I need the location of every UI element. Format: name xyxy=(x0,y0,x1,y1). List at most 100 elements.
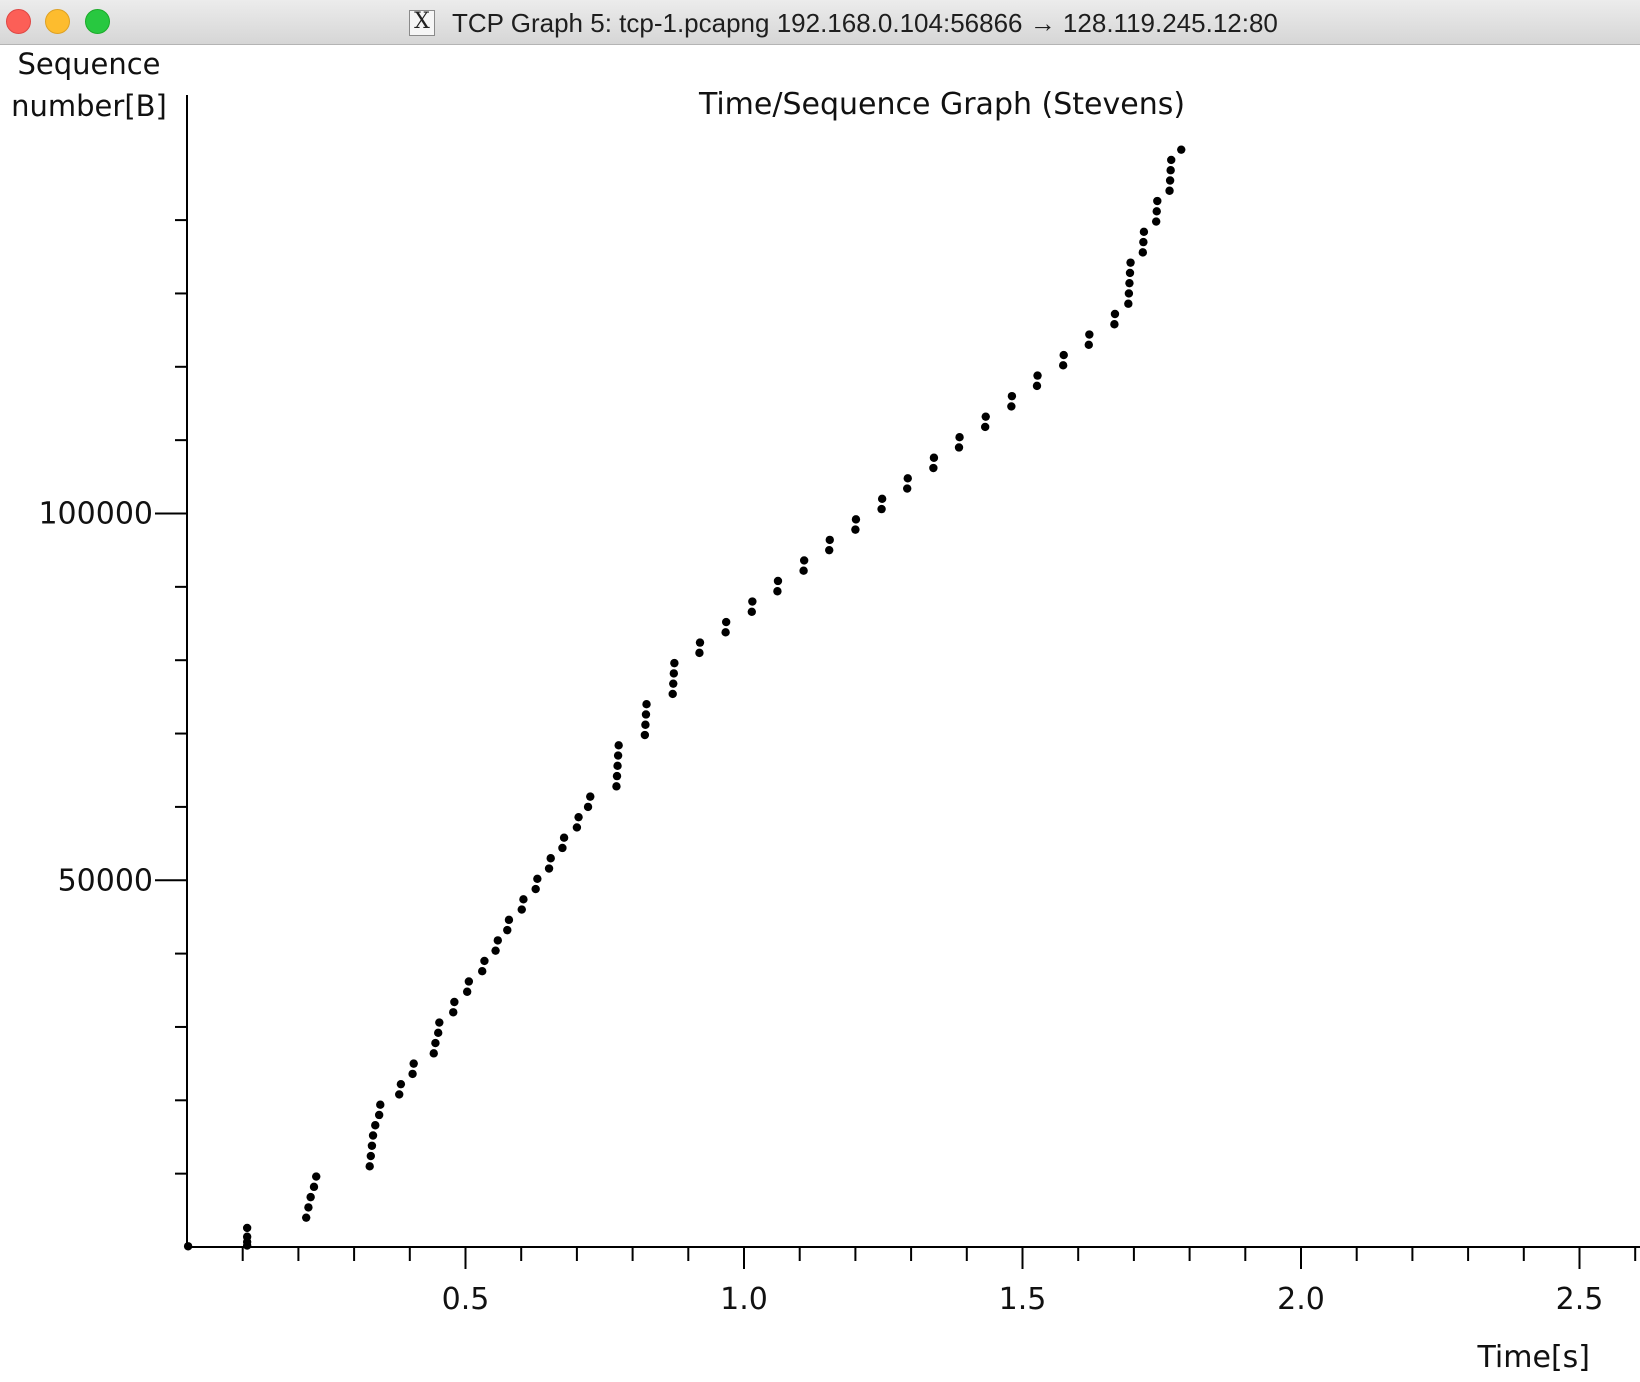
data-point xyxy=(825,545,834,555)
data-point xyxy=(559,833,569,842)
data-point xyxy=(429,1049,438,1058)
data-point xyxy=(431,1038,440,1048)
data-point xyxy=(586,792,595,801)
data-point xyxy=(531,884,540,894)
data-point xyxy=(309,1182,319,1192)
data-point xyxy=(670,658,679,668)
data-point xyxy=(365,1162,374,1171)
data-point xyxy=(929,453,939,462)
data-point xyxy=(480,956,489,966)
data-point xyxy=(1139,237,1148,247)
data-point xyxy=(493,936,503,945)
data-point xyxy=(408,1069,417,1079)
data-point xyxy=(903,474,912,483)
x-tick-label: 1.0 xyxy=(720,1282,768,1317)
data-point xyxy=(877,504,886,514)
y-tick-label: 50000 xyxy=(58,863,153,898)
data-points xyxy=(183,145,1186,1251)
data-point xyxy=(1153,196,1162,206)
data-point xyxy=(851,525,860,534)
data-point xyxy=(1177,145,1186,154)
data-point xyxy=(395,1090,404,1099)
data-point xyxy=(1165,186,1174,195)
data-point xyxy=(546,854,555,863)
data-point xyxy=(612,771,622,781)
x-tick-label: 1.5 xyxy=(999,1282,1047,1317)
x-tick-label: 0.5 xyxy=(442,1282,490,1317)
y-tick-label: 100000 xyxy=(38,497,153,532)
data-point xyxy=(980,422,990,432)
data-point xyxy=(301,1213,311,1222)
data-point xyxy=(371,1121,380,1130)
data-point xyxy=(1138,248,1148,257)
data-point xyxy=(558,843,567,853)
time-sequence-chart[interactable]: Time/Sequence Graph (Stevens) Sequence n… xyxy=(0,45,1640,1378)
data-point xyxy=(450,997,459,1007)
zoom-window-button[interactable] xyxy=(85,9,110,34)
data-point xyxy=(1166,166,1175,175)
data-point xyxy=(1007,402,1016,411)
data-point xyxy=(825,535,834,545)
data-point xyxy=(449,1008,458,1017)
data-point xyxy=(396,1079,406,1089)
data-point xyxy=(1139,227,1149,237)
data-point xyxy=(1124,289,1134,298)
data-point xyxy=(929,463,938,473)
data-point xyxy=(517,905,526,914)
data-point xyxy=(367,1141,377,1150)
data-point xyxy=(614,741,623,750)
data-point xyxy=(903,484,912,493)
x11-icon: X xyxy=(409,10,435,36)
x-tick-label: 2.0 xyxy=(1277,1282,1325,1317)
data-point xyxy=(1124,299,1133,308)
data-point xyxy=(464,977,474,986)
data-point xyxy=(721,617,731,627)
data-point xyxy=(1126,258,1135,267)
data-point xyxy=(695,648,704,658)
data-point xyxy=(1032,381,1042,391)
data-point xyxy=(1084,340,1093,349)
data-point xyxy=(462,987,472,996)
data-point xyxy=(491,946,500,955)
data-point xyxy=(668,689,677,699)
window-title: TCP Graph 5: tcp-1.pcapng 192.168.0.104:… xyxy=(452,8,1278,38)
data-point xyxy=(642,700,651,709)
data-point xyxy=(183,1242,193,1251)
data-point xyxy=(773,587,782,596)
data-point xyxy=(877,494,887,504)
data-point xyxy=(669,669,679,678)
data-point xyxy=(1085,330,1094,339)
data-point xyxy=(533,874,542,883)
data-point xyxy=(641,710,651,719)
window-titlebar: X TCP Graph 5: tcp-1.pcapng 192.168.0.10… xyxy=(0,0,1640,45)
data-point xyxy=(583,802,593,812)
data-point xyxy=(478,967,487,976)
data-point xyxy=(409,1059,418,1068)
close-window-button[interactable] xyxy=(6,9,31,34)
data-point xyxy=(955,433,964,442)
data-point xyxy=(695,638,705,647)
data-point xyxy=(799,566,808,575)
data-point xyxy=(613,761,622,771)
data-point xyxy=(851,515,861,524)
data-point xyxy=(1007,391,1017,401)
chart-title: Time/Sequence Graph (Stevens) xyxy=(698,87,1185,122)
data-point xyxy=(376,1100,385,1109)
data-point xyxy=(544,864,554,873)
data-point xyxy=(1059,350,1068,360)
x-tick-label: 2.5 xyxy=(1556,1282,1604,1317)
minimize-window-button[interactable] xyxy=(45,9,70,34)
data-point xyxy=(1152,207,1161,216)
data-point xyxy=(1033,371,1042,380)
data-point xyxy=(748,597,757,606)
data-point xyxy=(773,576,783,586)
data-point xyxy=(1110,309,1120,319)
data-point xyxy=(1058,361,1068,370)
data-point xyxy=(572,823,582,832)
data-point xyxy=(1165,176,1175,185)
data-point xyxy=(366,1151,376,1161)
data-point xyxy=(721,628,730,637)
data-point xyxy=(504,915,514,925)
data-point xyxy=(747,607,756,616)
data-point xyxy=(306,1192,315,1202)
